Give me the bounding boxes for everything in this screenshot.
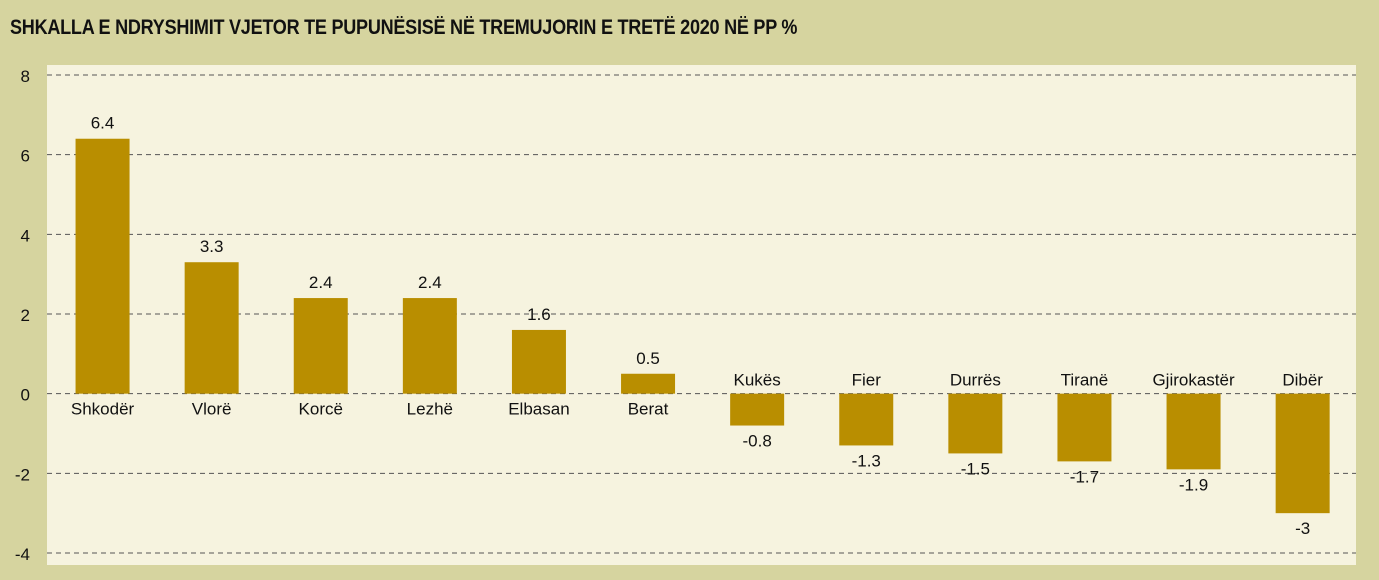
data-label: -1.5 bbox=[961, 459, 990, 478]
data-label: 3.3 bbox=[200, 237, 224, 256]
x-category-label: Dibër bbox=[1282, 371, 1323, 390]
x-category-label: Shkodër bbox=[71, 400, 135, 419]
bar bbox=[75, 138, 130, 394]
data-label: -1.3 bbox=[852, 451, 881, 470]
x-category-label: Tiranë bbox=[1061, 371, 1109, 390]
data-label: -1.9 bbox=[1179, 475, 1208, 494]
data-label: -0.8 bbox=[743, 432, 772, 451]
y-tick-label: 6 bbox=[21, 147, 30, 166]
x-category-label: Durrës bbox=[950, 371, 1001, 390]
data-label: -1.7 bbox=[1070, 467, 1099, 486]
x-category-label: Fier bbox=[852, 371, 882, 390]
data-label: -3 bbox=[1295, 519, 1310, 538]
data-label: 0.5 bbox=[636, 349, 660, 368]
x-category-label: Gjirokastër bbox=[1152, 371, 1235, 390]
bar bbox=[402, 298, 457, 394]
data-label: 2.4 bbox=[309, 273, 333, 292]
y-tick-label: 8 bbox=[21, 67, 30, 86]
bar bbox=[621, 373, 676, 394]
bar bbox=[511, 329, 566, 394]
data-label: 2.4 bbox=[418, 273, 442, 292]
y-tick-label: 0 bbox=[21, 386, 30, 405]
x-category-label: Elbasan bbox=[508, 400, 569, 419]
x-category-label: Vlorë bbox=[192, 400, 232, 419]
x-category-label: Berat bbox=[628, 400, 669, 419]
bar bbox=[839, 393, 894, 446]
data-label: 6.4 bbox=[91, 114, 115, 133]
bar bbox=[184, 262, 239, 394]
y-tick-label: -4 bbox=[15, 545, 30, 564]
bar bbox=[948, 393, 1003, 454]
x-category-label: Lezhë bbox=[407, 400, 453, 419]
y-tick-label: -2 bbox=[15, 465, 30, 484]
y-tick-label: 4 bbox=[21, 226, 30, 245]
bar bbox=[730, 393, 785, 426]
y-tick-label: 2 bbox=[21, 306, 30, 325]
bar bbox=[1275, 393, 1330, 514]
x-category-label: Korcë bbox=[299, 400, 343, 419]
plot-area bbox=[47, 65, 1356, 565]
bar bbox=[1166, 393, 1221, 470]
x-category-label: Kukës bbox=[734, 371, 781, 390]
data-label: 1.6 bbox=[527, 305, 551, 324]
chart-title: SHKALLA E NDRYSHIMIT VJETOR TE PUPUNËSIS… bbox=[10, 16, 798, 39]
bar bbox=[1057, 393, 1112, 462]
bar bbox=[293, 298, 348, 394]
